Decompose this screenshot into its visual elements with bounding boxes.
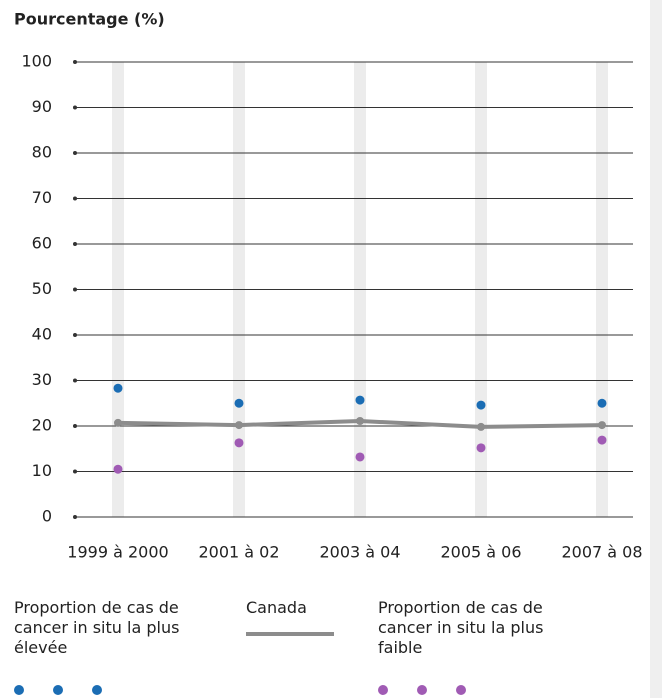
- tick-dot: [73, 424, 77, 428]
- tick-dot: [73, 105, 77, 110]
- point: [113, 464, 123, 474]
- tick-dot: [73, 151, 77, 155]
- y-tick-label: 60: [32, 234, 52, 253]
- x-tick-label: 1999 à 2000: [67, 543, 168, 562]
- legend-item: Canada: [246, 598, 307, 617]
- y-tick-label: 20: [32, 416, 52, 435]
- legend-marker: [378, 685, 388, 695]
- point: [113, 383, 123, 393]
- y-tick-label: 70: [32, 188, 52, 207]
- legend-marker: [53, 685, 63, 695]
- point: [597, 398, 607, 408]
- legend-marker: [14, 685, 24, 695]
- y-tick-label: 30: [32, 370, 52, 389]
- point: [356, 416, 364, 425]
- y-tick-label: 50: [32, 279, 52, 298]
- y-axis-label: Pourcentage (%): [14, 10, 165, 29]
- y-tick-label: 10: [32, 461, 52, 480]
- x-tick-label: 2007 à 08: [561, 543, 642, 562]
- tick-dot: [73, 60, 77, 64]
- tick-dot: [73, 196, 77, 201]
- legend-marker: [456, 685, 466, 695]
- legend-item: Proportion de cas de cancer in situ la p…: [14, 598, 180, 657]
- point: [476, 443, 486, 453]
- tick-dot: [73, 378, 77, 383]
- y-tick-label: 0: [42, 507, 52, 526]
- point: [234, 398, 244, 408]
- tick-dot: [73, 242, 77, 246]
- tick-dot: [73, 469, 77, 474]
- legend-item: Proportion de cas de cancer in situ la p…: [378, 598, 544, 657]
- tick-dot: [73, 333, 77, 337]
- point: [477, 422, 485, 431]
- y-tick-label: 40: [32, 325, 52, 344]
- side-strip: [650, 0, 662, 698]
- point: [234, 438, 244, 448]
- point: [597, 435, 607, 445]
- y-tick-label: 90: [32, 97, 52, 116]
- point: [114, 418, 122, 427]
- tick-dot: [73, 515, 77, 519]
- point: [235, 421, 243, 430]
- point: [598, 421, 606, 430]
- legend-marker: [417, 685, 427, 695]
- y-tick-label: 100: [21, 52, 52, 71]
- point: [476, 400, 486, 410]
- y-tick-label: 80: [32, 143, 52, 162]
- tick-dot: [73, 287, 77, 292]
- point: [355, 452, 365, 462]
- x-tick-label: 2003 à 04: [319, 543, 400, 562]
- x-tick-label: 2001 à 02: [198, 543, 279, 562]
- point: [355, 395, 365, 405]
- x-tick-label: 2005 à 06: [440, 543, 521, 562]
- legend-marker: [92, 685, 102, 695]
